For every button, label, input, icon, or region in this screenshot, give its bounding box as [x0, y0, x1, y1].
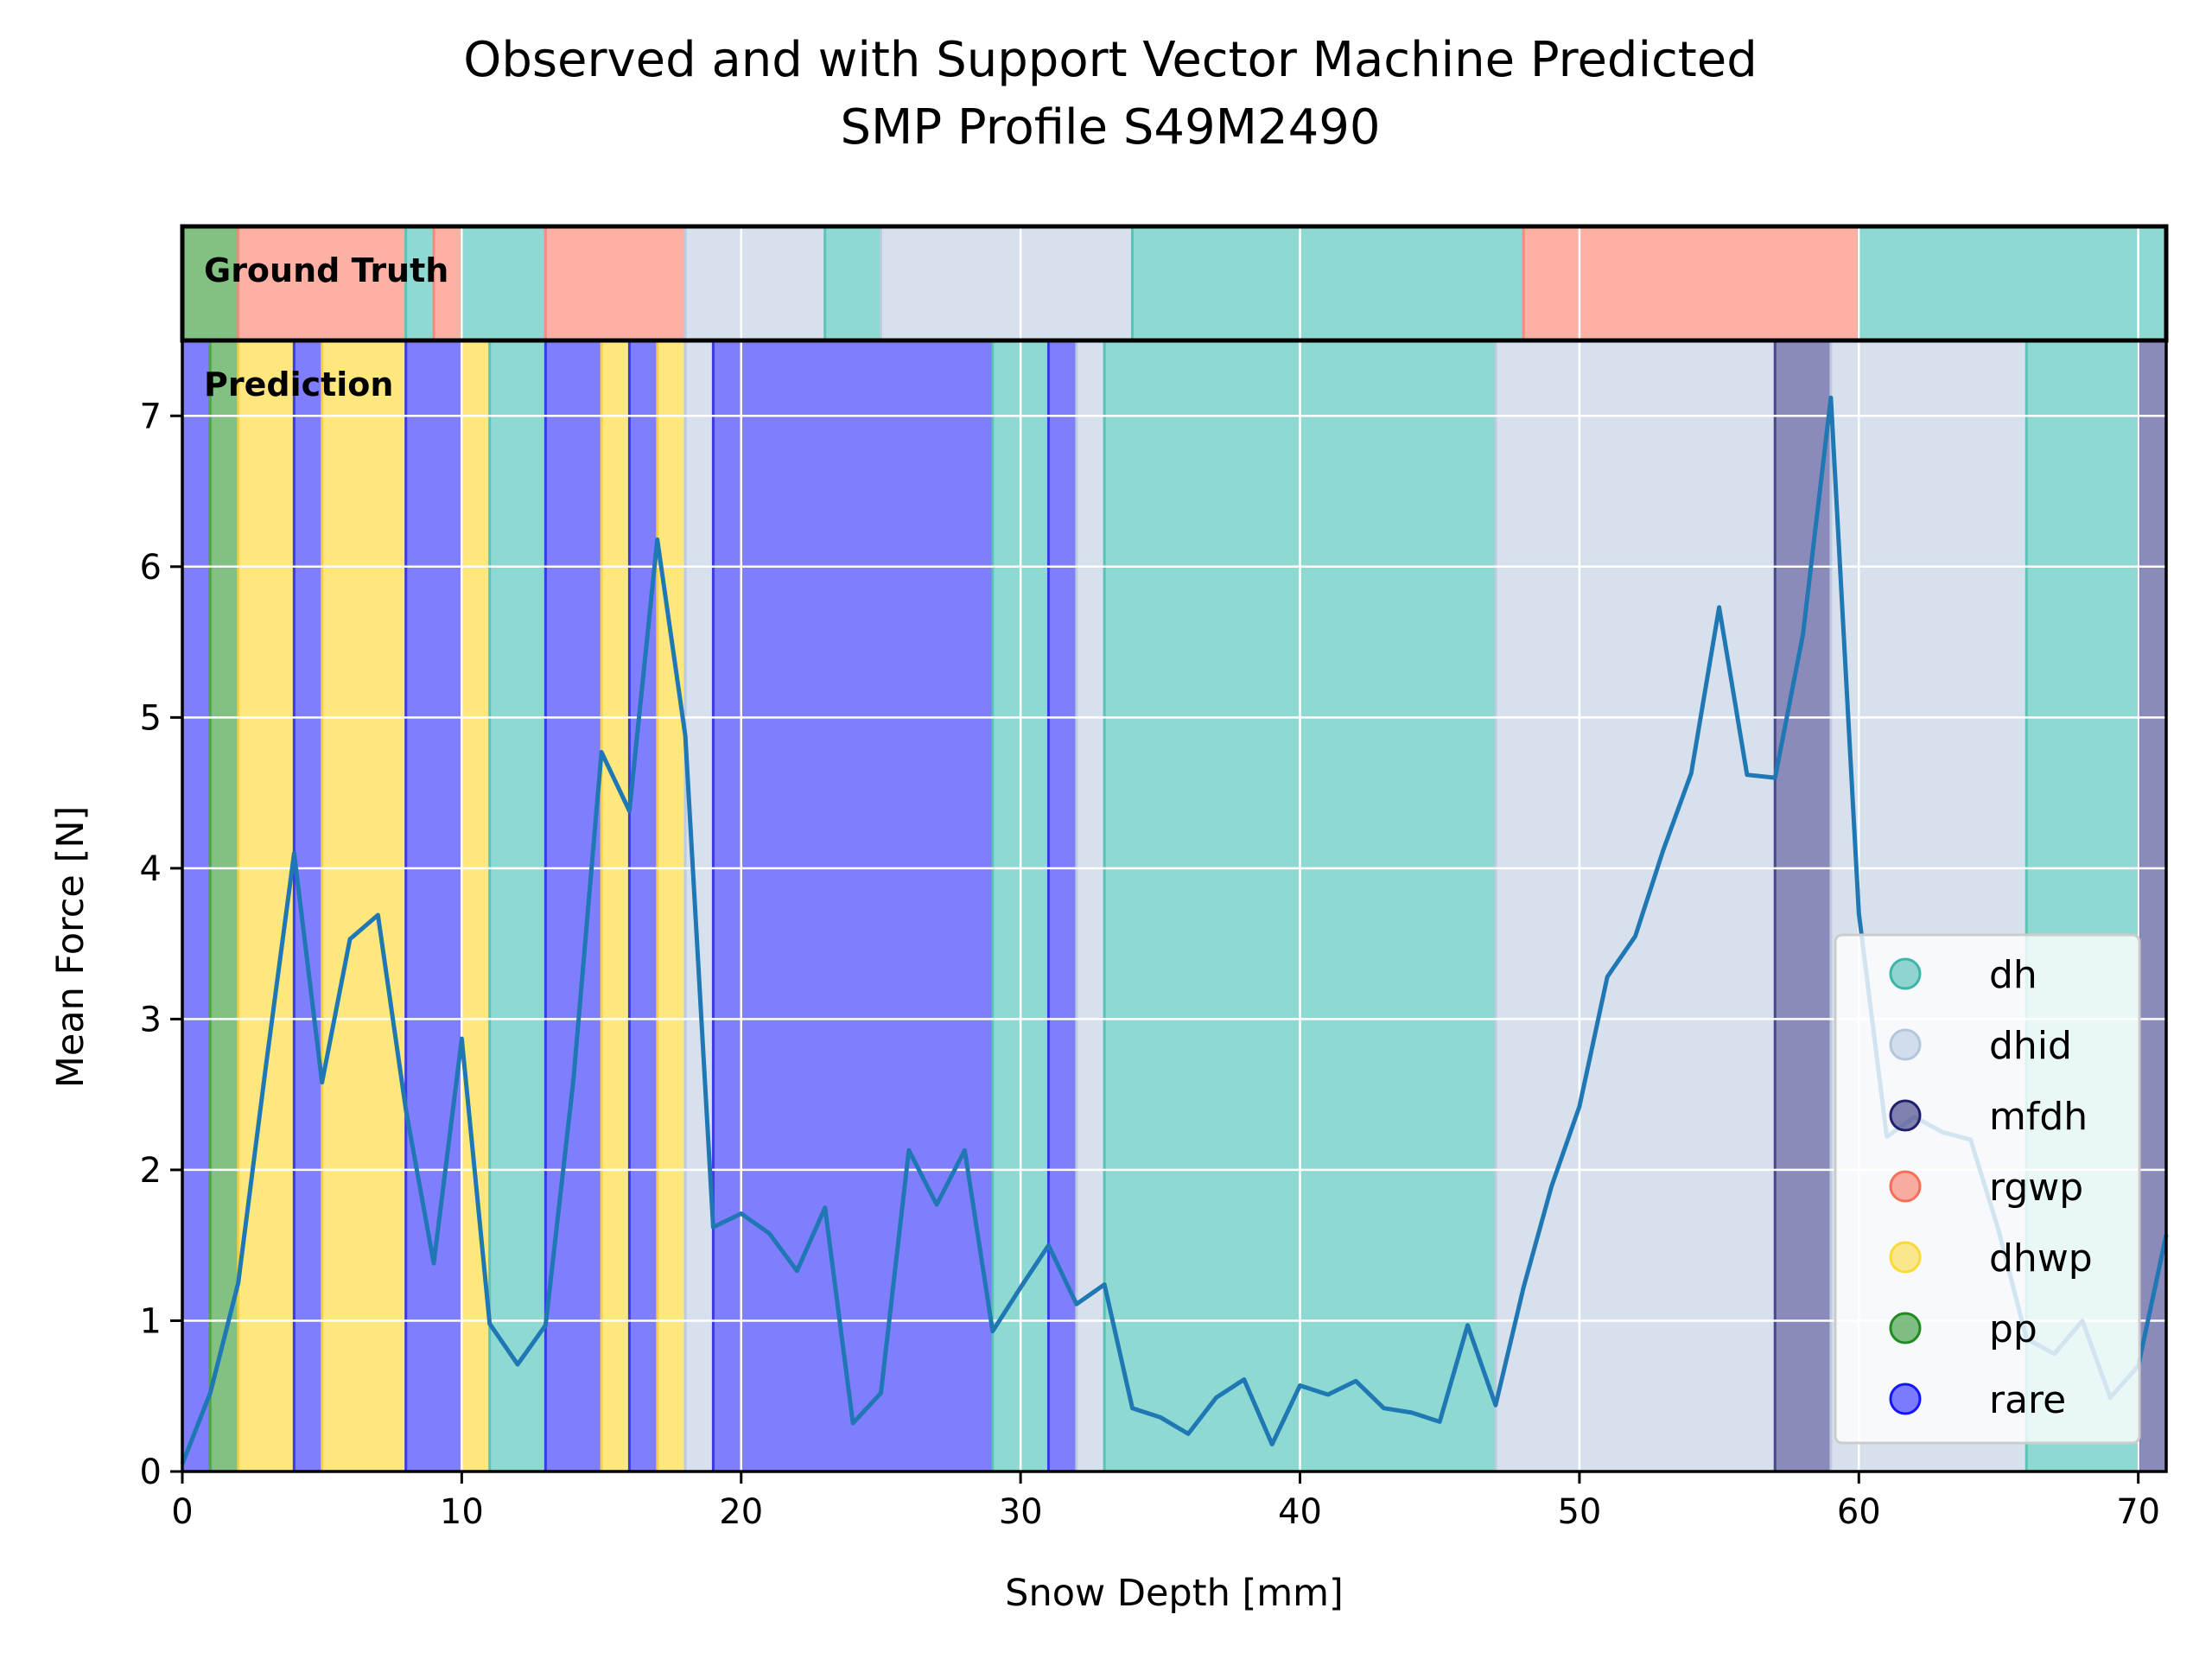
prediction-segment-dhid	[683, 339, 715, 1473]
y-tick-label: 6	[140, 548, 162, 588]
prediction-segment-rare	[1046, 339, 1078, 1473]
gt-segment-rgwp	[1522, 225, 1860, 342]
legend-label-dhwp: dhwp	[1989, 1236, 2093, 1281]
y-tick-label: 3	[140, 1000, 162, 1039]
x-tick-label: 20	[719, 1492, 763, 1532]
y-tick-label: 1	[140, 1301, 162, 1341]
legend-marker-rgwp	[1889, 1170, 1922, 1203]
prediction-segment-rare	[404, 339, 463, 1473]
panel-frames	[180, 224, 2169, 1473]
x-tick-label: 60	[1837, 1492, 1881, 1532]
x-tick-label: 30	[999, 1492, 1043, 1532]
legend-box	[1834, 933, 2141, 1445]
legend-marker-pp	[1889, 1312, 1922, 1344]
legend-marker-dhwp	[1889, 1241, 1922, 1274]
series-line	[180, 395, 2169, 1465]
gt-segment-dh	[1130, 225, 1525, 342]
x-tick-label: 0	[171, 1492, 193, 1532]
x-axis: 0 10 20 30 40 50 60 70	[171, 1471, 2160, 1532]
x-axis-label: Snow Depth [mm]	[1005, 1572, 1344, 1615]
y-axis: 0 1 2 3 4 5 6 7	[140, 397, 182, 1492]
y-tick-label: 4	[140, 849, 162, 889]
legend-marker-mfdh	[1889, 1099, 1922, 1132]
y-axis-label: Mean Force [N]	[49, 806, 92, 1089]
gt-segment-rgwp	[543, 225, 687, 342]
legend-marker-dh	[1889, 957, 1922, 990]
gt-segment-dh	[460, 225, 547, 342]
x-tick-label: 10	[440, 1492, 484, 1532]
legend: dh dhid mfdh rgwp dhwp pp rare	[1834, 933, 2141, 1445]
legend-marker-rare	[1889, 1382, 1922, 1415]
prediction-segment-dhwp	[600, 339, 631, 1473]
ground-truth-panel	[181, 225, 2168, 342]
gt-segment-dh	[1857, 225, 2168, 342]
y-tick-label: 2	[140, 1151, 162, 1191]
prediction-segment-rare	[627, 339, 659, 1473]
gt-segment-dh	[823, 225, 882, 342]
x-tick-label: 50	[1557, 1492, 1601, 1532]
prediction-label: Prediction	[204, 365, 393, 404]
prediction-segment-dhid	[1494, 339, 1777, 1473]
gt-segment-dhid	[683, 225, 827, 342]
y-tick-label: 7	[140, 397, 162, 436]
series-layer	[180, 395, 2169, 1465]
ground-truth-label: Ground Truth	[204, 251, 448, 289]
prediction-segment-dhwp	[656, 339, 687, 1473]
chart-subtitle: SMP Profile S49M2490	[841, 99, 1381, 156]
gt-segment-rgwp	[237, 225, 408, 342]
plot-frame	[181, 339, 2168, 1473]
legend-label-dh: dh	[1989, 953, 2037, 997]
prediction-segment-rare	[543, 339, 603, 1473]
prediction-segment-rare	[711, 339, 995, 1473]
x-tick-label: 70	[2116, 1492, 2160, 1532]
legend-label-mfdh: mfdh	[1989, 1095, 2088, 1139]
legend-label-dhid: dhid	[1989, 1024, 2072, 1068]
prediction-segment-dhwp	[321, 339, 408, 1473]
legend-label-pp: pp	[1989, 1307, 2037, 1351]
legend-label-rare: rare	[1989, 1378, 2066, 1422]
x-tick-label: 40	[1278, 1492, 1322, 1532]
prediction-segment-dh	[488, 339, 547, 1473]
legend-marker-dhid	[1889, 1028, 1922, 1061]
prediction-segment-mfdh	[1773, 339, 1833, 1473]
legend-label-rgwp: rgwp	[1989, 1166, 2083, 1210]
gt-segment-dhid	[879, 225, 1134, 342]
y-tick-label: 0	[140, 1452, 162, 1492]
prediction-segment-rare	[292, 339, 324, 1473]
y-tick-label: 5	[140, 698, 162, 738]
prediction-segment-rare	[181, 339, 212, 1473]
chart-title: Observed and with Support Vector Machine…	[463, 32, 1758, 88]
